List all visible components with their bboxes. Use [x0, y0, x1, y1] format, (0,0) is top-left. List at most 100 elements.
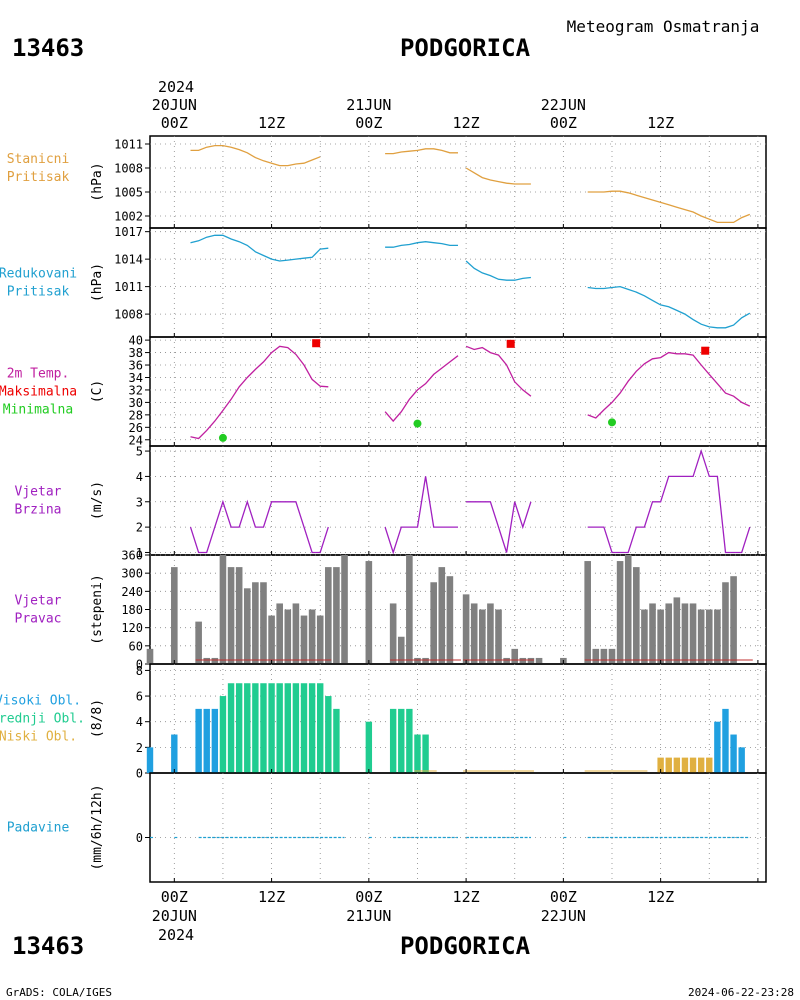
panel-label: Padavine	[7, 821, 70, 836]
credit-label: GrADS: COLA/IGES	[6, 986, 112, 999]
unit-label: (C)	[90, 380, 105, 403]
panel-label: Vjetar	[15, 594, 62, 609]
unit-label: (hPa)	[90, 162, 105, 201]
hour-tick-top: 12Z	[453, 114, 480, 132]
hour-tick-bottom: 00Z	[161, 888, 188, 906]
wind-dir-bar	[714, 609, 721, 664]
panel-label: Maksimalna	[0, 385, 77, 400]
wind-dir-bar	[673, 597, 681, 664]
wind-dir-bar	[414, 657, 421, 664]
day-label-bottom: 21JUN	[346, 907, 391, 925]
series-line	[190, 144, 321, 167]
panel-label: 2m Temp.	[7, 367, 70, 382]
cloud-bar	[252, 683, 259, 773]
y-tick-label: 36	[129, 359, 143, 373]
cloud-bar	[244, 683, 251, 773]
wind-dir-bar	[527, 657, 535, 664]
unit-label: (8/8)	[90, 699, 105, 738]
cloud-bar	[268, 683, 275, 773]
y-tick-label: 28	[129, 408, 143, 422]
wind-dir-bar	[203, 657, 211, 664]
wind-dir-bar	[333, 567, 340, 664]
y-tick-label: 1011	[114, 280, 143, 294]
wind-dir-bar	[681, 603, 689, 664]
cloud-bar	[260, 683, 267, 773]
min-temp-marker	[218, 433, 227, 442]
cloud-bar	[171, 734, 178, 773]
wind-dir-bar	[665, 603, 673, 664]
wind-dir-bar	[195, 621, 202, 664]
wind-dir-bar	[487, 603, 494, 664]
series-line	[384, 476, 458, 555]
panel-label: Minimalna	[3, 403, 73, 418]
y-tick-label: 5	[136, 445, 143, 459]
max-temp-marker	[312, 339, 321, 348]
wind-dir-bar	[365, 561, 373, 664]
y-tick-label: 34	[129, 371, 143, 385]
panel-station-pressure: 1002 1005 1008 1011 (hPa) Stanicni Pritisak	[7, 135, 767, 229]
panel-label: Pritisak	[7, 285, 70, 300]
wind-dir-bar	[235, 567, 243, 664]
series-line	[190, 234, 329, 262]
hour-tick-bottom: 12Z	[647, 888, 674, 906]
wind-dir-bar	[243, 588, 251, 664]
min-temp-marker	[413, 419, 422, 428]
wind-dir-bar	[730, 576, 737, 664]
cloud-bar	[333, 708, 340, 773]
cloud-bar	[284, 683, 291, 773]
day-label-top: 20JUN	[152, 96, 197, 114]
y-tick-label: 1014	[114, 253, 143, 267]
cloud-bar	[722, 708, 729, 773]
wind-dir-bar	[519, 657, 527, 664]
cloud-bar	[195, 708, 202, 773]
panel-frame	[149, 135, 767, 229]
cloud-bar	[219, 696, 227, 773]
hour-tick-top: 00Z	[355, 114, 382, 132]
wind-dir-bar	[268, 615, 275, 664]
y-tick-label: 1005	[114, 186, 143, 200]
y-tick-label: 1008	[114, 308, 143, 322]
wind-dir-bar	[308, 609, 316, 664]
y-tick-label: 2	[136, 741, 143, 755]
wind-dir-bar	[300, 615, 308, 664]
panel-label: Vjetar	[15, 485, 62, 500]
cloud-bar	[292, 683, 300, 773]
wind-dir-bar	[633, 567, 640, 664]
wind-dir-bar	[657, 609, 664, 664]
chart-subtitle: Meteogram Osmatranja	[567, 17, 760, 36]
panel-label: Pravac	[15, 612, 62, 627]
y-tick-label: 2	[136, 521, 143, 535]
y-tick-label: 360	[121, 549, 143, 563]
panel-reduced-pressure: 1008 1011 1014 1017 (hPa) Redukovani Pritisak	[0, 225, 767, 338]
wind-dir-bar	[705, 609, 713, 664]
wind-dir-bar	[624, 555, 632, 664]
panel-wind-speed: 1 2 3 4 5 (m/s) Vjetar Brzina	[15, 445, 767, 560]
wind-dir-bar	[292, 603, 300, 664]
series-line	[465, 345, 532, 397]
y-tick-label: 1008	[114, 162, 143, 176]
max-temp-marker	[701, 346, 710, 355]
y-tick-label: 26	[129, 421, 143, 435]
series-line	[384, 355, 459, 423]
cloud-bar	[235, 683, 243, 773]
wind-dir-bar	[284, 609, 292, 664]
cloud-bar	[317, 683, 324, 773]
wind-dir-bar	[325, 567, 332, 664]
cloud-bar	[697, 757, 705, 773]
y-tick-label: 0	[136, 831, 143, 845]
series-line	[587, 285, 751, 329]
cloud-bar	[673, 757, 681, 773]
min-temp-marker	[608, 418, 616, 427]
bottom-year-label: 2024	[158, 926, 194, 944]
y-tick-label: 1	[136, 546, 143, 560]
unit-label: (hPa)	[90, 263, 105, 302]
wind-dir-bar	[600, 648, 608, 664]
y-tick-label: 4	[136, 470, 143, 484]
wind-dir-bar	[470, 603, 478, 664]
hour-tick-top: 12Z	[647, 114, 674, 132]
wind-dir-bar	[592, 648, 600, 664]
y-tick-label: 1011	[114, 138, 143, 152]
wind-dir-bar	[260, 582, 267, 664]
cloud-bar	[365, 721, 373, 773]
